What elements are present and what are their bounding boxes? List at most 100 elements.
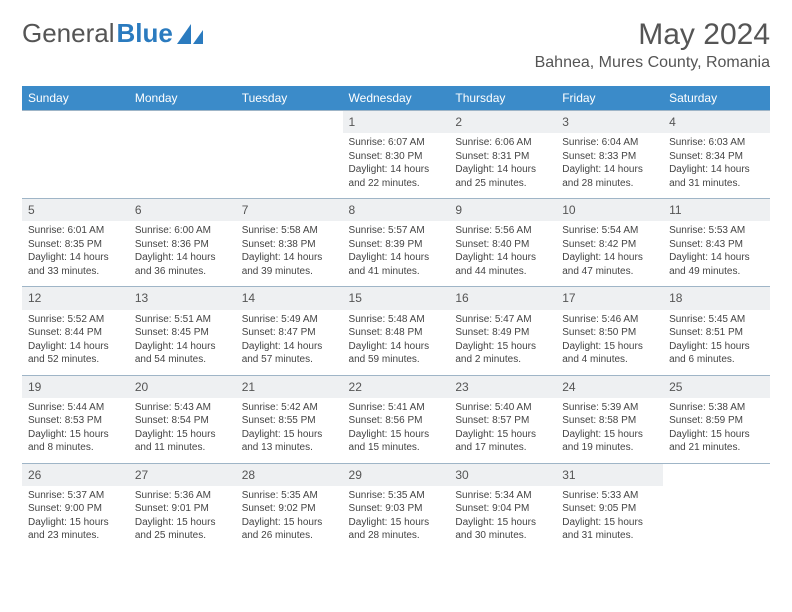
daylight-line: Daylight: 14 hours and 22 minutes.: [349, 163, 444, 190]
day-number-empty: [236, 110, 343, 132]
daylight-line: Daylight: 15 hours and 28 minutes.: [349, 516, 444, 543]
day-number: 15: [343, 286, 450, 309]
daylight-line: Daylight: 15 hours and 26 minutes.: [242, 516, 337, 543]
day-body: Sunrise: 5:46 AMSunset: 8:50 PMDaylight:…: [556, 310, 663, 375]
calendar-day-cell: 25Sunrise: 5:38 AMSunset: 8:59 PMDayligh…: [663, 375, 770, 463]
sunset-line: Sunset: 8:45 PM: [135, 326, 230, 340]
day-body: Sunrise: 5:56 AMSunset: 8:40 PMDaylight:…: [449, 221, 556, 286]
calendar-day-cell: 5Sunrise: 6:01 AMSunset: 8:35 PMDaylight…: [22, 198, 129, 286]
sunset-line: Sunset: 8:33 PM: [562, 150, 657, 164]
sunrise-line: Sunrise: 5:58 AM: [242, 224, 337, 238]
sunrise-line: Sunrise: 5:53 AM: [669, 224, 764, 238]
day-header: Thursday: [449, 86, 556, 110]
calendar-table: SundayMondayTuesdayWednesdayThursdayFrid…: [22, 86, 770, 551]
sunset-line: Sunset: 9:04 PM: [455, 502, 550, 516]
calendar-day-cell: 9Sunrise: 5:56 AMSunset: 8:40 PMDaylight…: [449, 198, 556, 286]
sunset-line: Sunset: 8:54 PM: [135, 414, 230, 428]
calendar-body: 1Sunrise: 6:07 AMSunset: 8:30 PMDaylight…: [22, 110, 770, 551]
day-number: 3: [556, 110, 663, 133]
calendar-day-cell: 31Sunrise: 5:33 AMSunset: 9:05 PMDayligh…: [556, 463, 663, 551]
sunrise-line: Sunrise: 5:34 AM: [455, 489, 550, 503]
daylight-line: Daylight: 14 hours and 44 minutes.: [455, 251, 550, 278]
day-number: 22: [343, 375, 450, 398]
day-body: Sunrise: 5:49 AMSunset: 8:47 PMDaylight:…: [236, 310, 343, 375]
calendar-day-cell: 29Sunrise: 5:35 AMSunset: 9:03 PMDayligh…: [343, 463, 450, 551]
sunset-line: Sunset: 8:40 PM: [455, 238, 550, 252]
daylight-line: Daylight: 14 hours and 49 minutes.: [669, 251, 764, 278]
calendar-day-cell: 30Sunrise: 5:34 AMSunset: 9:04 PMDayligh…: [449, 463, 556, 551]
day-number: 12: [22, 286, 129, 309]
calendar-day-cell: 11Sunrise: 5:53 AMSunset: 8:43 PMDayligh…: [663, 198, 770, 286]
brand-logo: GeneralBlue: [22, 18, 203, 49]
sunset-line: Sunset: 8:59 PM: [669, 414, 764, 428]
sunrise-line: Sunrise: 6:03 AM: [669, 136, 764, 150]
sunrise-line: Sunrise: 5:48 AM: [349, 313, 444, 327]
calendar-day-cell: [129, 110, 236, 198]
sunset-line: Sunset: 8:39 PM: [349, 238, 444, 252]
sunset-line: Sunset: 8:51 PM: [669, 326, 764, 340]
day-number: 31: [556, 463, 663, 486]
daylight-line: Daylight: 15 hours and 21 minutes.: [669, 428, 764, 455]
sunset-line: Sunset: 8:31 PM: [455, 150, 550, 164]
day-number: 29: [343, 463, 450, 486]
day-number: 30: [449, 463, 556, 486]
daylight-line: Daylight: 14 hours and 36 minutes.: [135, 251, 230, 278]
day-number: 26: [22, 463, 129, 486]
day-body: Sunrise: 6:01 AMSunset: 8:35 PMDaylight:…: [22, 221, 129, 286]
sunrise-line: Sunrise: 6:04 AM: [562, 136, 657, 150]
daylight-line: Daylight: 14 hours and 31 minutes.: [669, 163, 764, 190]
calendar-week-row: 1Sunrise: 6:07 AMSunset: 8:30 PMDaylight…: [22, 110, 770, 198]
day-body: Sunrise: 6:04 AMSunset: 8:33 PMDaylight:…: [556, 133, 663, 198]
brand-sail-icon: [177, 24, 203, 44]
sunrise-line: Sunrise: 5:41 AM: [349, 401, 444, 415]
daylight-line: Daylight: 14 hours and 28 minutes.: [562, 163, 657, 190]
sunset-line: Sunset: 8:35 PM: [28, 238, 123, 252]
day-number: 5: [22, 198, 129, 221]
sunset-line: Sunset: 8:38 PM: [242, 238, 337, 252]
sunrise-line: Sunrise: 5:52 AM: [28, 313, 123, 327]
sunset-line: Sunset: 8:43 PM: [669, 238, 764, 252]
sunrise-line: Sunrise: 5:57 AM: [349, 224, 444, 238]
day-number-empty: [129, 110, 236, 132]
calendar-day-cell: 6Sunrise: 6:00 AMSunset: 8:36 PMDaylight…: [129, 198, 236, 286]
day-body: Sunrise: 6:06 AMSunset: 8:31 PMDaylight:…: [449, 133, 556, 198]
day-number: 8: [343, 198, 450, 221]
calendar-day-cell: 3Sunrise: 6:04 AMSunset: 8:33 PMDaylight…: [556, 110, 663, 198]
daylight-line: Daylight: 15 hours and 19 minutes.: [562, 428, 657, 455]
calendar-week-row: 5Sunrise: 6:01 AMSunset: 8:35 PMDaylight…: [22, 198, 770, 286]
daylight-line: Daylight: 14 hours and 59 minutes.: [349, 340, 444, 367]
day-body: Sunrise: 5:57 AMSunset: 8:39 PMDaylight:…: [343, 221, 450, 286]
sunset-line: Sunset: 8:42 PM: [562, 238, 657, 252]
daylight-line: Daylight: 15 hours and 2 minutes.: [455, 340, 550, 367]
sunset-line: Sunset: 8:50 PM: [562, 326, 657, 340]
sunrise-line: Sunrise: 5:38 AM: [669, 401, 764, 415]
month-title: May 2024: [535, 18, 770, 52]
day-number: 20: [129, 375, 236, 398]
day-body: Sunrise: 5:36 AMSunset: 9:01 PMDaylight:…: [129, 486, 236, 551]
sunset-line: Sunset: 8:34 PM: [669, 150, 764, 164]
daylight-line: Daylight: 14 hours and 33 minutes.: [28, 251, 123, 278]
header: GeneralBlue May 2024 Bahnea, Mures Count…: [22, 18, 770, 72]
day-number-empty: [22, 110, 129, 132]
calendar-day-cell: 21Sunrise: 5:42 AMSunset: 8:55 PMDayligh…: [236, 375, 343, 463]
daylight-line: Daylight: 14 hours and 39 minutes.: [242, 251, 337, 278]
day-number: 2: [449, 110, 556, 133]
sunrise-line: Sunrise: 6:06 AM: [455, 136, 550, 150]
calendar-day-cell: [22, 110, 129, 198]
sunrise-line: Sunrise: 5:36 AM: [135, 489, 230, 503]
day-number: 13: [129, 286, 236, 309]
sunset-line: Sunset: 8:57 PM: [455, 414, 550, 428]
sunrise-line: Sunrise: 6:00 AM: [135, 224, 230, 238]
calendar-day-cell: [236, 110, 343, 198]
day-number: 24: [556, 375, 663, 398]
day-number: 21: [236, 375, 343, 398]
day-body: Sunrise: 5:35 AMSunset: 9:02 PMDaylight:…: [236, 486, 343, 551]
calendar-day-cell: [663, 463, 770, 551]
day-number: 17: [556, 286, 663, 309]
sunrise-line: Sunrise: 5:44 AM: [28, 401, 123, 415]
sunrise-line: Sunrise: 5:35 AM: [242, 489, 337, 503]
daylight-line: Daylight: 15 hours and 25 minutes.: [135, 516, 230, 543]
sunset-line: Sunset: 9:05 PM: [562, 502, 657, 516]
calendar-week-row: 26Sunrise: 5:37 AMSunset: 9:00 PMDayligh…: [22, 463, 770, 551]
day-header: Saturday: [663, 86, 770, 110]
